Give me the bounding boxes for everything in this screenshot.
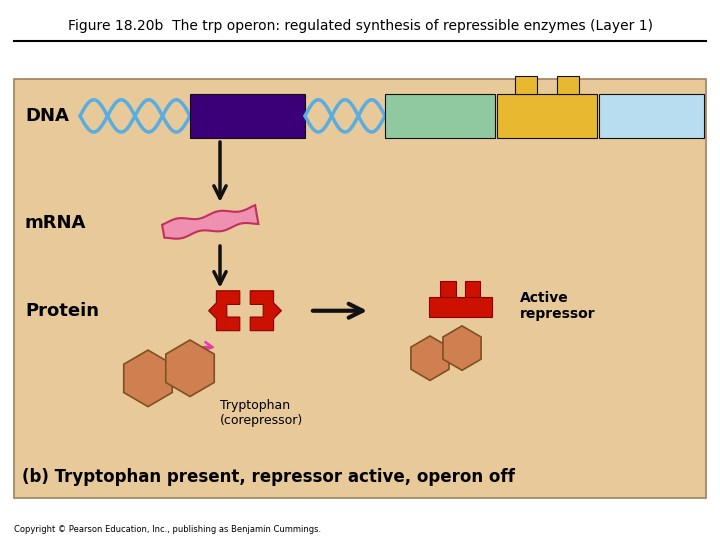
Text: Active
repressor: Active repressor [520,291,595,321]
Polygon shape [440,281,456,296]
Polygon shape [411,336,449,380]
FancyBboxPatch shape [497,93,597,138]
FancyBboxPatch shape [557,76,579,93]
FancyBboxPatch shape [385,93,495,138]
Text: Copyright © Pearson Education, Inc., publishing as Benjamin Cummings.: Copyright © Pearson Education, Inc., pub… [14,524,322,534]
FancyBboxPatch shape [14,78,706,497]
Text: Figure 18.20b  The trp operon: regulated synthesis of repressible enzymes (Layer: Figure 18.20b The trp operon: regulated … [68,19,652,33]
Polygon shape [443,326,481,370]
Polygon shape [209,291,240,330]
Text: (b) Tryptophan present, repressor active, operon off: (b) Tryptophan present, repressor active… [22,468,515,487]
Polygon shape [464,281,480,296]
Polygon shape [166,340,215,396]
Polygon shape [124,350,172,407]
FancyBboxPatch shape [190,93,305,138]
FancyBboxPatch shape [599,93,704,138]
Text: mRNA: mRNA [25,214,86,232]
Polygon shape [428,296,492,317]
Polygon shape [251,291,282,330]
Text: DNA: DNA [25,107,69,125]
FancyBboxPatch shape [515,76,537,93]
Text: Tryptophan
(corepressor): Tryptophan (corepressor) [220,399,303,427]
Text: Protein: Protein [25,302,99,320]
Polygon shape [162,205,258,239]
